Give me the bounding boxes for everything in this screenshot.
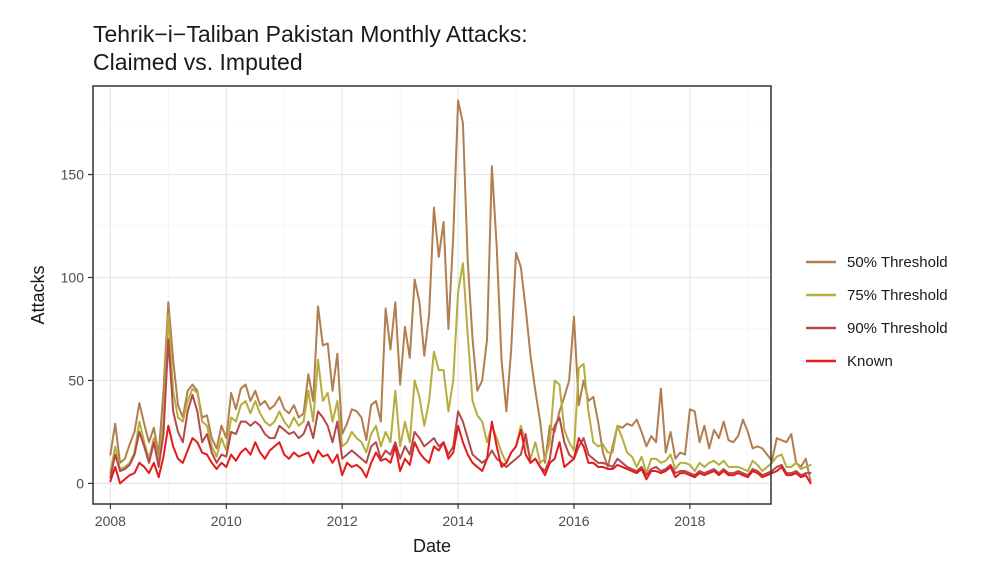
legend-label: 75% Threshold <box>847 287 948 304</box>
y-tick-label: 50 <box>68 372 84 388</box>
legend-label: 90% Threshold <box>847 320 948 337</box>
series-line-1 <box>109 99 812 483</box>
x-tick-label: 2012 <box>327 513 358 529</box>
chart-title-line-1: Tehrik−i−Taliban Pakistan Monthly Attack… <box>93 21 528 47</box>
legend-label: 50% Threshold <box>847 254 948 271</box>
x-tick-label: 2014 <box>442 513 473 529</box>
x-tick-label: 2016 <box>558 513 589 529</box>
series-line-3 <box>109 338 812 479</box>
y-tick-label: 150 <box>61 167 85 183</box>
x-tick-label: 2008 <box>95 513 126 529</box>
y-tick-label: 100 <box>61 269 85 285</box>
series-line-2 <box>109 262 812 475</box>
axis-ticks: 2008 2010 2012 2014 2016 2018 0 50 100 150 <box>61 167 706 529</box>
legend: 50% Threshold 75% Threshold 90% Threshold K… <box>806 254 948 370</box>
plot-border <box>92 85 772 505</box>
grid <box>93 86 771 504</box>
chart-title-line-2: Claimed vs. Imputed <box>93 49 303 75</box>
x-axis-title: Date <box>413 536 451 556</box>
y-axis-title: Attacks <box>28 265 48 324</box>
series-layer <box>109 99 812 485</box>
x-tick-label: 2010 <box>211 513 242 529</box>
x-tick-label: 2018 <box>674 513 705 529</box>
series-line-4 <box>109 420 812 485</box>
y-tick-label: 0 <box>76 475 84 491</box>
legend-label: Known <box>847 353 893 370</box>
